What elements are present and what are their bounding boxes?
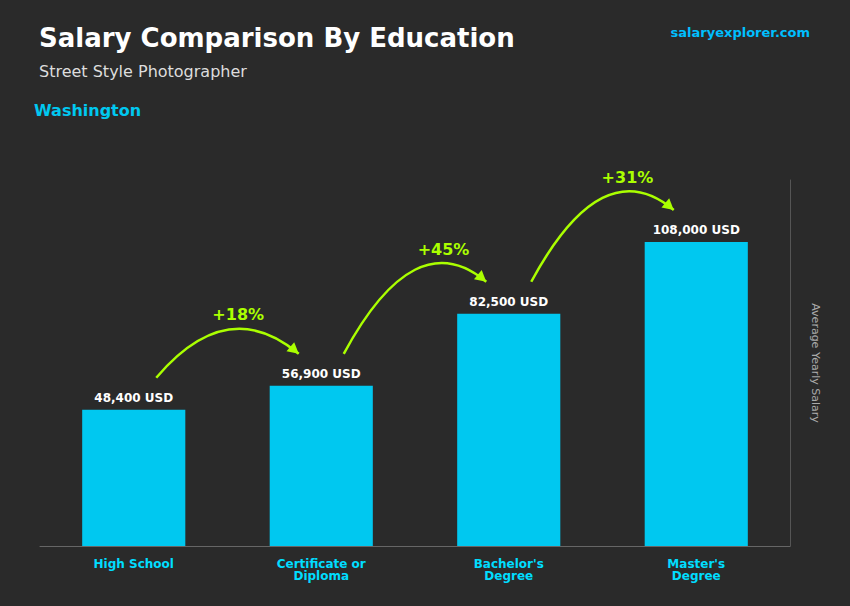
svg-text:Street Style Photographer: Street Style Photographer (39, 62, 247, 81)
svg-text:+31%: +31% (602, 168, 654, 187)
svg-text:Degree: Degree (484, 569, 533, 583)
svg-text:Certificate or: Certificate or (276, 557, 366, 571)
svg-text:High School: High School (94, 557, 174, 571)
svg-text:48,400 USD: 48,400 USD (94, 391, 173, 405)
svg-text:82,500 USD: 82,500 USD (469, 295, 548, 309)
svg-text:Salary Comparison By Education: Salary Comparison By Education (39, 23, 515, 53)
svg-text:salaryexplorer.com: salaryexplorer.com (671, 25, 810, 40)
svg-text:Degree: Degree (672, 569, 721, 583)
svg-text:Bachelor's: Bachelor's (473, 557, 544, 571)
svg-text:108,000 USD: 108,000 USD (653, 223, 740, 237)
svg-text:Washington: Washington (34, 101, 141, 120)
svg-text:+18%: +18% (212, 305, 264, 324)
svg-text:Master's: Master's (667, 557, 726, 571)
svg-text:56,900 USD: 56,900 USD (282, 367, 361, 381)
svg-text:Diploma: Diploma (293, 569, 349, 583)
svg-text:+45%: +45% (418, 240, 470, 259)
svg-text:Average Yearly Salary: Average Yearly Salary (809, 303, 822, 423)
